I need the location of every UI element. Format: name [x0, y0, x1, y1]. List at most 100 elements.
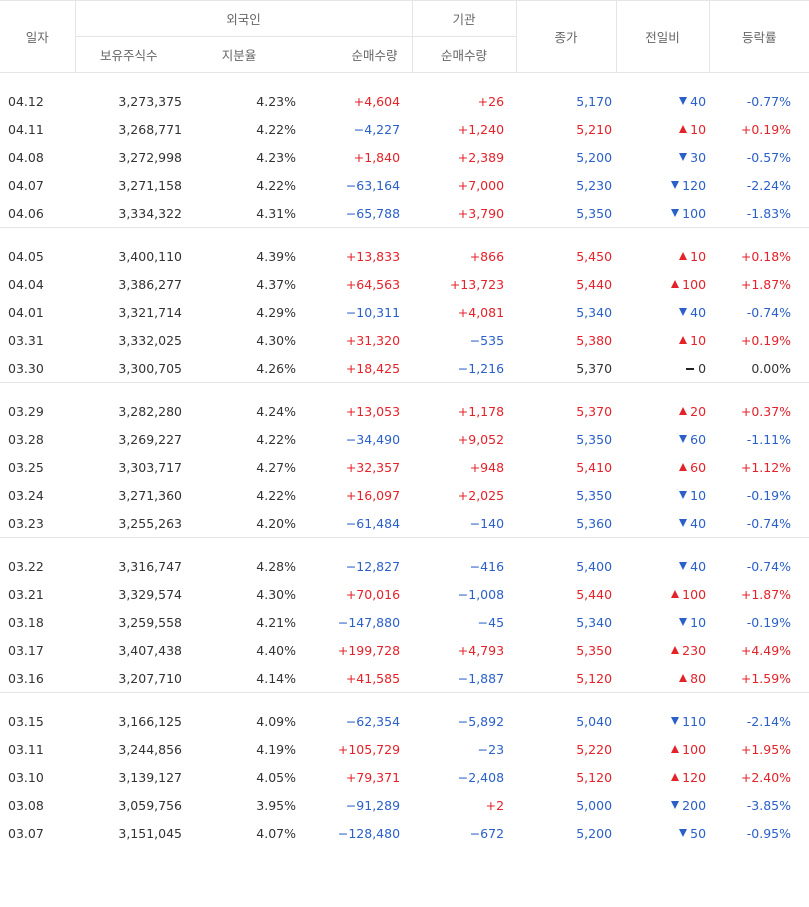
cell-close: 5,120	[576, 670, 613, 686]
cell-date: 04.05	[8, 248, 44, 264]
cell-rate: -0.19%	[746, 487, 792, 503]
header-holdings: 보유주식수	[74, 36, 182, 73]
cell-holdings: 3,207,710	[118, 670, 182, 686]
cell-close: 5,370	[576, 403, 613, 419]
cell-inst-net: +26	[477, 93, 505, 109]
cell-change-value: 0	[698, 360, 707, 376]
header-inst-net: 순매수량	[411, 36, 517, 73]
cell-change-value: 10	[690, 614, 707, 630]
cell-inst-net: +9,052	[457, 431, 505, 447]
cell-holdings: 3,329,574	[118, 586, 182, 602]
cell-foreign-net: +18,425	[345, 360, 401, 376]
table-row: 03.30 3,300,705 4.26% +18,425 −1,216 5,370 0 0.…	[0, 354, 809, 383]
cell-date: 03.24	[8, 487, 44, 503]
cell-close: 5,220	[576, 741, 613, 757]
cell-close: 5,230	[576, 177, 613, 193]
cell-holdings: 3,386,277	[118, 276, 182, 292]
up-triangle-icon	[679, 673, 688, 682]
cell-foreign-net: −12,827	[345, 558, 401, 574]
cell-holdings: 3,332,025	[118, 332, 182, 348]
table-body: 04.12 3,273,375 4.23% +4,604 +26 5,170 40 -0.77…	[0, 72, 809, 848]
cell-change-value: 110	[682, 713, 707, 729]
cell-change: 10	[616, 326, 709, 354]
cell-inst-net: −140	[469, 515, 505, 531]
cell-foreign-net: −4,227	[353, 121, 401, 137]
up-triangle-icon	[671, 772, 680, 781]
cell-date: 04.08	[8, 149, 44, 165]
cell-inst-net: −416	[469, 558, 505, 574]
cell-change: 40	[616, 509, 709, 538]
cell-holdings: 3,244,856	[118, 741, 182, 757]
table-row: 03.25 3,303,717 4.27% +32,357 +948 5,410 60 +1.…	[0, 453, 809, 481]
cell-ratio: 4.39%	[256, 248, 296, 264]
cell-change: 50	[616, 819, 709, 847]
cell-change: 120	[616, 171, 709, 199]
down-triangle-icon	[679, 561, 688, 570]
cell-ratio: 4.22%	[256, 431, 296, 447]
cell-ratio: 4.26%	[256, 360, 296, 376]
cell-change-value: 40	[690, 515, 707, 531]
cell-change: 0	[616, 354, 709, 383]
cell-holdings: 3,273,375	[118, 93, 182, 109]
cell-inst-net: +1,240	[457, 121, 505, 137]
cell-inst-net: −1,887	[457, 670, 505, 686]
header-change: 전일비	[615, 0, 710, 73]
cell-change-value: 40	[690, 304, 707, 320]
table-row: 04.08 3,272,998 4.23% +1,840 +2,389 5,200 30 -0…	[0, 143, 809, 171]
cell-close: 5,440	[576, 586, 613, 602]
cell-inst-net: −5,892	[457, 713, 505, 729]
cell-change-value: 120	[682, 769, 707, 785]
cell-holdings: 3,255,263	[118, 515, 182, 531]
header-foreign-group: 외국인	[74, 0, 413, 37]
cell-change: 40	[616, 298, 709, 326]
cell-foreign-net: −65,788	[345, 205, 401, 221]
cell-foreign-net: +199,728	[337, 642, 401, 658]
cell-inst-net: −535	[469, 332, 505, 348]
cell-change: 30	[616, 143, 709, 171]
cell-ratio: 3.95%	[256, 797, 296, 813]
cell-inst-net: −1,008	[457, 586, 505, 602]
cell-rate: +1.59%	[740, 670, 792, 686]
header-date: 일자	[0, 0, 75, 73]
cell-rate: +1.95%	[740, 741, 792, 757]
cell-ratio: 4.29%	[256, 304, 296, 320]
cell-holdings: 3,259,558	[118, 614, 182, 630]
cell-rate: -2.24%	[746, 177, 792, 193]
cell-ratio: 4.22%	[256, 177, 296, 193]
cell-rate: 0.00%	[751, 360, 792, 376]
cell-change-value: 100	[682, 586, 707, 602]
up-triangle-icon	[679, 406, 688, 415]
investor-trading-table: 일자 외국인 기관 종가 전일비 등락률 보유주식수 지분율 순매수량 순매수량…	[0, 0, 809, 848]
cell-ratio: 4.40%	[256, 642, 296, 658]
cell-close: 5,340	[576, 614, 613, 630]
cell-inst-net: −45	[477, 614, 505, 630]
cell-close: 5,350	[576, 487, 613, 503]
cell-ratio: 4.22%	[256, 121, 296, 137]
table-row: 03.07 3,151,045 4.07% −128,480 −672 5,200 50 -0…	[0, 819, 809, 847]
table-row: 04.06 3,334,322 4.31% −65,788 +3,790 5,350 100…	[0, 199, 809, 228]
cell-date: 03.15	[8, 713, 44, 729]
down-triangle-icon	[679, 96, 688, 105]
cell-ratio: 4.14%	[256, 670, 296, 686]
down-triangle-icon	[679, 518, 688, 527]
cell-foreign-net: +13,053	[345, 403, 401, 419]
cell-ratio: 4.22%	[256, 487, 296, 503]
cell-close: 5,120	[576, 769, 613, 785]
cell-rate: -1.11%	[746, 431, 792, 447]
table-row: 03.21 3,329,574 4.30% +70,016 −1,008 5,440 100…	[0, 580, 809, 608]
down-triangle-icon	[679, 152, 688, 161]
cell-date: 04.06	[8, 205, 44, 221]
cell-holdings: 3,400,110	[118, 248, 182, 264]
cell-change: 100	[616, 199, 709, 228]
header-close: 종가	[515, 0, 617, 73]
header-rate: 등락률	[708, 0, 809, 73]
cell-ratio: 4.24%	[256, 403, 296, 419]
cell-rate: -1.83%	[746, 205, 792, 221]
cell-inst-net: +866	[469, 248, 505, 264]
cell-change-value: 10	[690, 487, 707, 503]
table-row: 03.24 3,271,360 4.22% +16,097 +2,025 5,350 10 -…	[0, 481, 809, 509]
cell-close: 5,200	[576, 149, 613, 165]
down-triangle-icon	[679, 828, 688, 837]
cell-change-value: 100	[682, 205, 707, 221]
cell-change: 10	[616, 481, 709, 509]
